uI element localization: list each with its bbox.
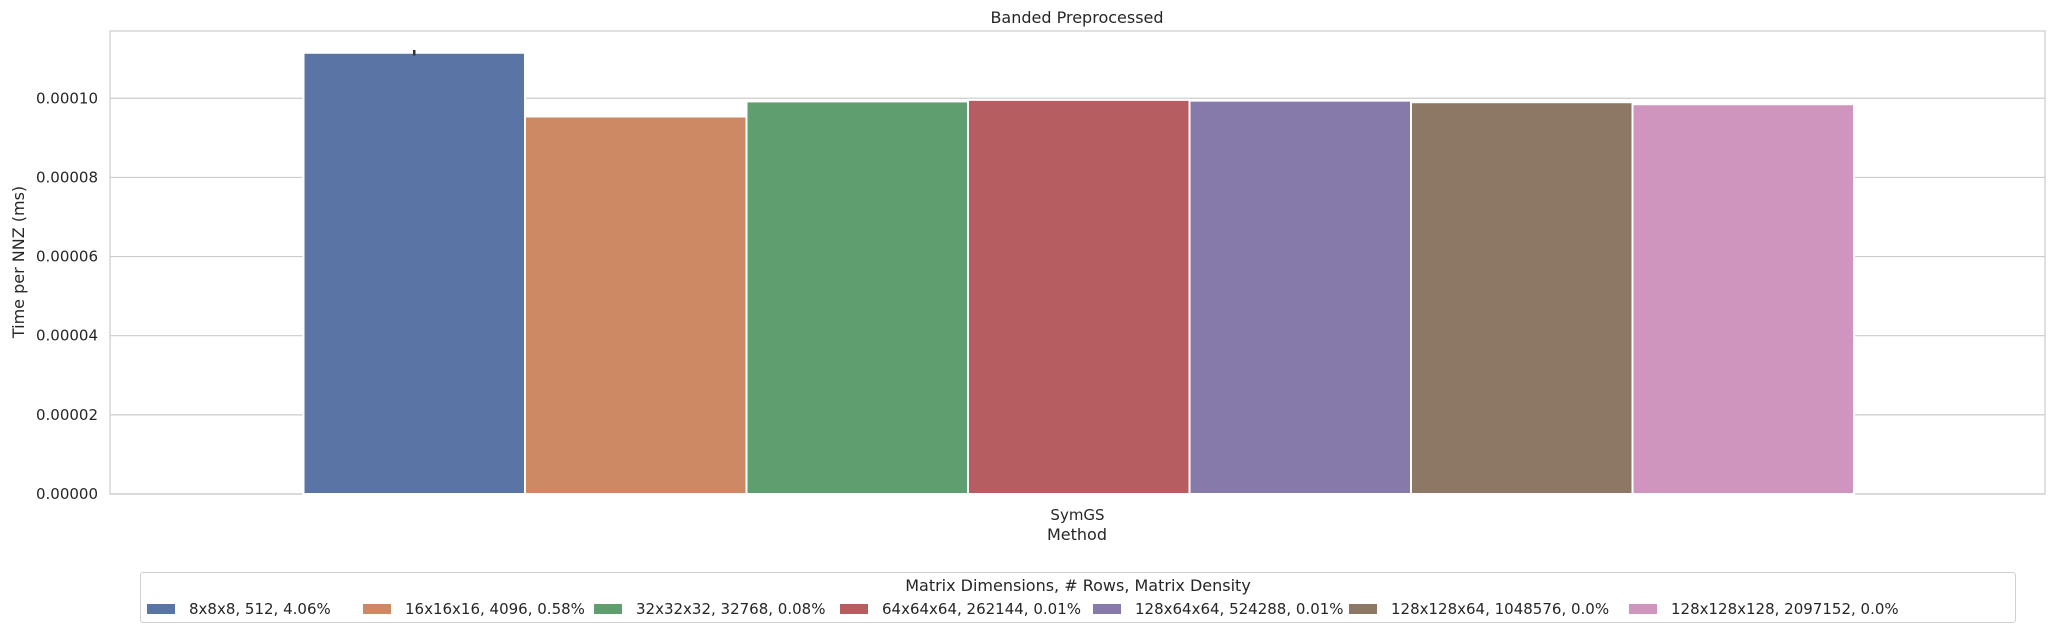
bar-6 — [1410, 101, 1634, 495]
bar-chart: 0.00000 0.00002 0.00004 0.00006 0.00008 0.000… — [9, 8, 2046, 544]
bar-5 — [1188, 99, 1412, 496]
legend-title: Matrix Dimensions, # Rows, Matrix Densit… — [905, 576, 1251, 595]
y-tick-labels: 0.00000 0.00002 0.00004 0.00006 0.00008 0.000… — [36, 89, 98, 503]
legend-item: 128x128x64, 1048576, 0.0% — [1349, 599, 1609, 619]
legend-swatch — [363, 604, 391, 614]
bars — [302, 49, 1855, 496]
y-axis-label: Time per NNZ (ms) — [9, 186, 28, 339]
legend-swatch — [840, 604, 868, 614]
legend-label: 128x128x128, 2097152, 0.0% — [1671, 600, 1899, 618]
legend-item: 128x128x128, 2097152, 0.0% — [1629, 599, 1899, 619]
x-axis-label: Method — [1047, 525, 1107, 544]
legend-item: 16x16x16, 4096, 0.58% — [363, 599, 585, 619]
bar-7 — [1631, 103, 1855, 495]
y-tick-label: 0.00004 — [36, 327, 98, 345]
legend-swatch — [147, 604, 175, 614]
x-tick-labels: SymGS — [1050, 506, 1104, 524]
legend-label: 128x128x64, 1048576, 0.0% — [1391, 600, 1610, 618]
legend-swatch — [1093, 604, 1121, 614]
x-tick-label: SymGS — [1050, 506, 1104, 524]
bar-4 — [967, 98, 1191, 495]
y-tick-label: 0.00010 — [36, 89, 98, 107]
legend-swatch — [1629, 604, 1657, 614]
y-tick-label: 0.00000 — [36, 485, 98, 503]
legend-label: 128x64x64, 524288, 0.01% — [1135, 600, 1344, 618]
legend-label: 8x8x8, 512, 4.06% — [189, 600, 331, 618]
y-tick-label: 0.00006 — [36, 248, 98, 266]
legend: Matrix Dimensions, # Rows, Matrix Densit… — [140, 572, 2016, 623]
chart-title: Banded Preprocessed — [990, 8, 1163, 27]
legend-item: 32x32x32, 32768, 0.08% — [594, 599, 825, 619]
bar-1 — [302, 51, 526, 496]
legend-swatch — [594, 604, 622, 614]
legend-swatch — [1349, 604, 1377, 614]
legend-label: 64x64x64, 262144, 0.01% — [882, 600, 1081, 618]
y-tick-label: 0.00002 — [36, 406, 98, 424]
legend-label: 32x32x32, 32768, 0.08% — [636, 600, 826, 618]
bar-3 — [745, 100, 969, 495]
legend-label: 16x16x16, 4096, 0.58% — [405, 600, 585, 618]
legend-item: 64x64x64, 262144, 0.01% — [840, 599, 1081, 619]
legend-item: 128x64x64, 524288, 0.01% — [1093, 599, 1344, 619]
y-tick-label: 0.00008 — [36, 168, 98, 186]
bar-2 — [524, 115, 748, 495]
legend-item: 8x8x8, 512, 4.06% — [147, 599, 331, 619]
